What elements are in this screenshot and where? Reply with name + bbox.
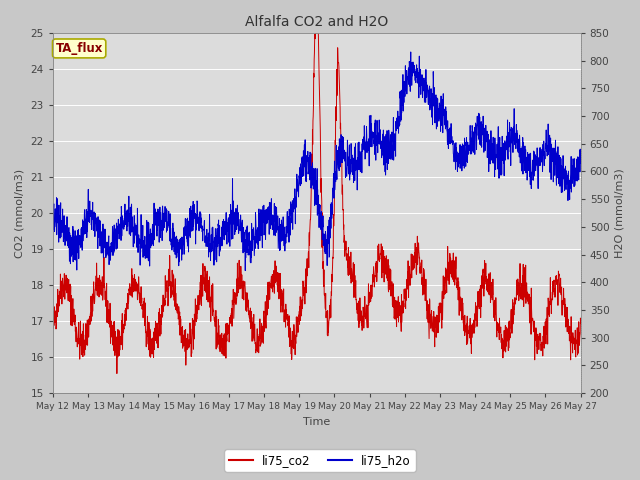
X-axis label: Time: Time bbox=[303, 417, 330, 427]
li75_co2 bbox=[332, 107, 340, 113]
Y-axis label: H2O (mmol/m3): H2O (mmol/m3) bbox=[615, 168, 625, 258]
li75_co2 bbox=[531, 324, 538, 330]
li75_co2 bbox=[545, 299, 553, 304]
li75_co2 bbox=[196, 279, 204, 285]
li75_co2 bbox=[577, 321, 584, 326]
Line: li75_h2o: li75_h2o bbox=[53, 52, 580, 271]
li75_co2 bbox=[470, 330, 478, 336]
Text: TA_flux: TA_flux bbox=[56, 42, 103, 55]
Y-axis label: CO2 (mmol/m3): CO2 (mmol/m3) bbox=[15, 168, 25, 258]
li75_h2o bbox=[531, 168, 538, 174]
li75_co2 bbox=[49, 321, 57, 327]
li75_h2o bbox=[407, 49, 415, 55]
li75_co2 bbox=[312, 30, 319, 36]
li75_h2o bbox=[470, 131, 478, 137]
Title: Alfalfa CO2 and H2O: Alfalfa CO2 and H2O bbox=[245, 15, 388, 29]
li75_co2 bbox=[344, 264, 351, 270]
li75_h2o bbox=[196, 209, 204, 215]
li75_h2o bbox=[241, 268, 249, 274]
li75_h2o bbox=[577, 160, 584, 166]
Legend: li75_co2, li75_h2o: li75_co2, li75_h2o bbox=[224, 449, 416, 472]
li75_h2o bbox=[49, 229, 57, 235]
Line: li75_co2: li75_co2 bbox=[53, 33, 580, 373]
li75_h2o bbox=[332, 156, 340, 162]
li75_h2o bbox=[344, 137, 351, 143]
li75_co2 bbox=[113, 371, 121, 376]
li75_h2o bbox=[545, 141, 553, 146]
